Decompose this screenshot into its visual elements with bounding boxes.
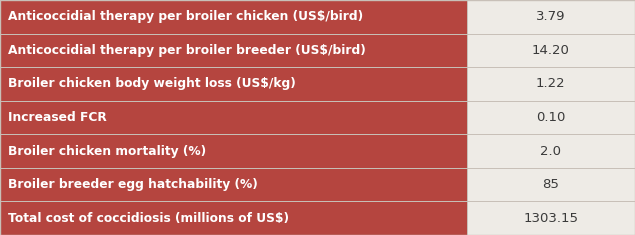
Text: Increased FCR: Increased FCR — [8, 111, 107, 124]
Text: 2.0: 2.0 — [540, 145, 561, 158]
Text: 1303.15: 1303.15 — [523, 212, 578, 225]
Bar — [0, 201, 467, 235]
Bar — [0, 67, 467, 101]
Text: 1.22: 1.22 — [536, 77, 566, 90]
Bar — [467, 101, 635, 134]
Bar — [0, 101, 467, 134]
Text: Anticoccidial therapy per broiler chicken (US$/bird): Anticoccidial therapy per broiler chicke… — [8, 10, 363, 23]
Text: 3.79: 3.79 — [536, 10, 566, 23]
Bar — [467, 168, 635, 201]
Bar — [467, 0, 635, 34]
Bar — [467, 67, 635, 101]
Text: Broiler breeder egg hatchability (%): Broiler breeder egg hatchability (%) — [8, 178, 257, 191]
Bar — [467, 201, 635, 235]
Text: Broiler chicken body weight loss (US$/kg): Broiler chicken body weight loss (US$/kg… — [8, 77, 295, 90]
Text: Total cost of coccidiosis (millions of US$): Total cost of coccidiosis (millions of U… — [8, 212, 289, 225]
Text: 14.20: 14.20 — [532, 44, 570, 57]
Bar — [467, 134, 635, 168]
Bar — [0, 134, 467, 168]
Bar — [0, 0, 467, 34]
Bar — [0, 168, 467, 201]
Text: 85: 85 — [542, 178, 559, 191]
Text: Anticoccidial therapy per broiler breeder (US$/bird): Anticoccidial therapy per broiler breede… — [8, 44, 365, 57]
Bar — [467, 34, 635, 67]
Bar — [0, 34, 467, 67]
Text: 0.10: 0.10 — [536, 111, 566, 124]
Text: Broiler chicken mortality (%): Broiler chicken mortality (%) — [8, 145, 206, 158]
